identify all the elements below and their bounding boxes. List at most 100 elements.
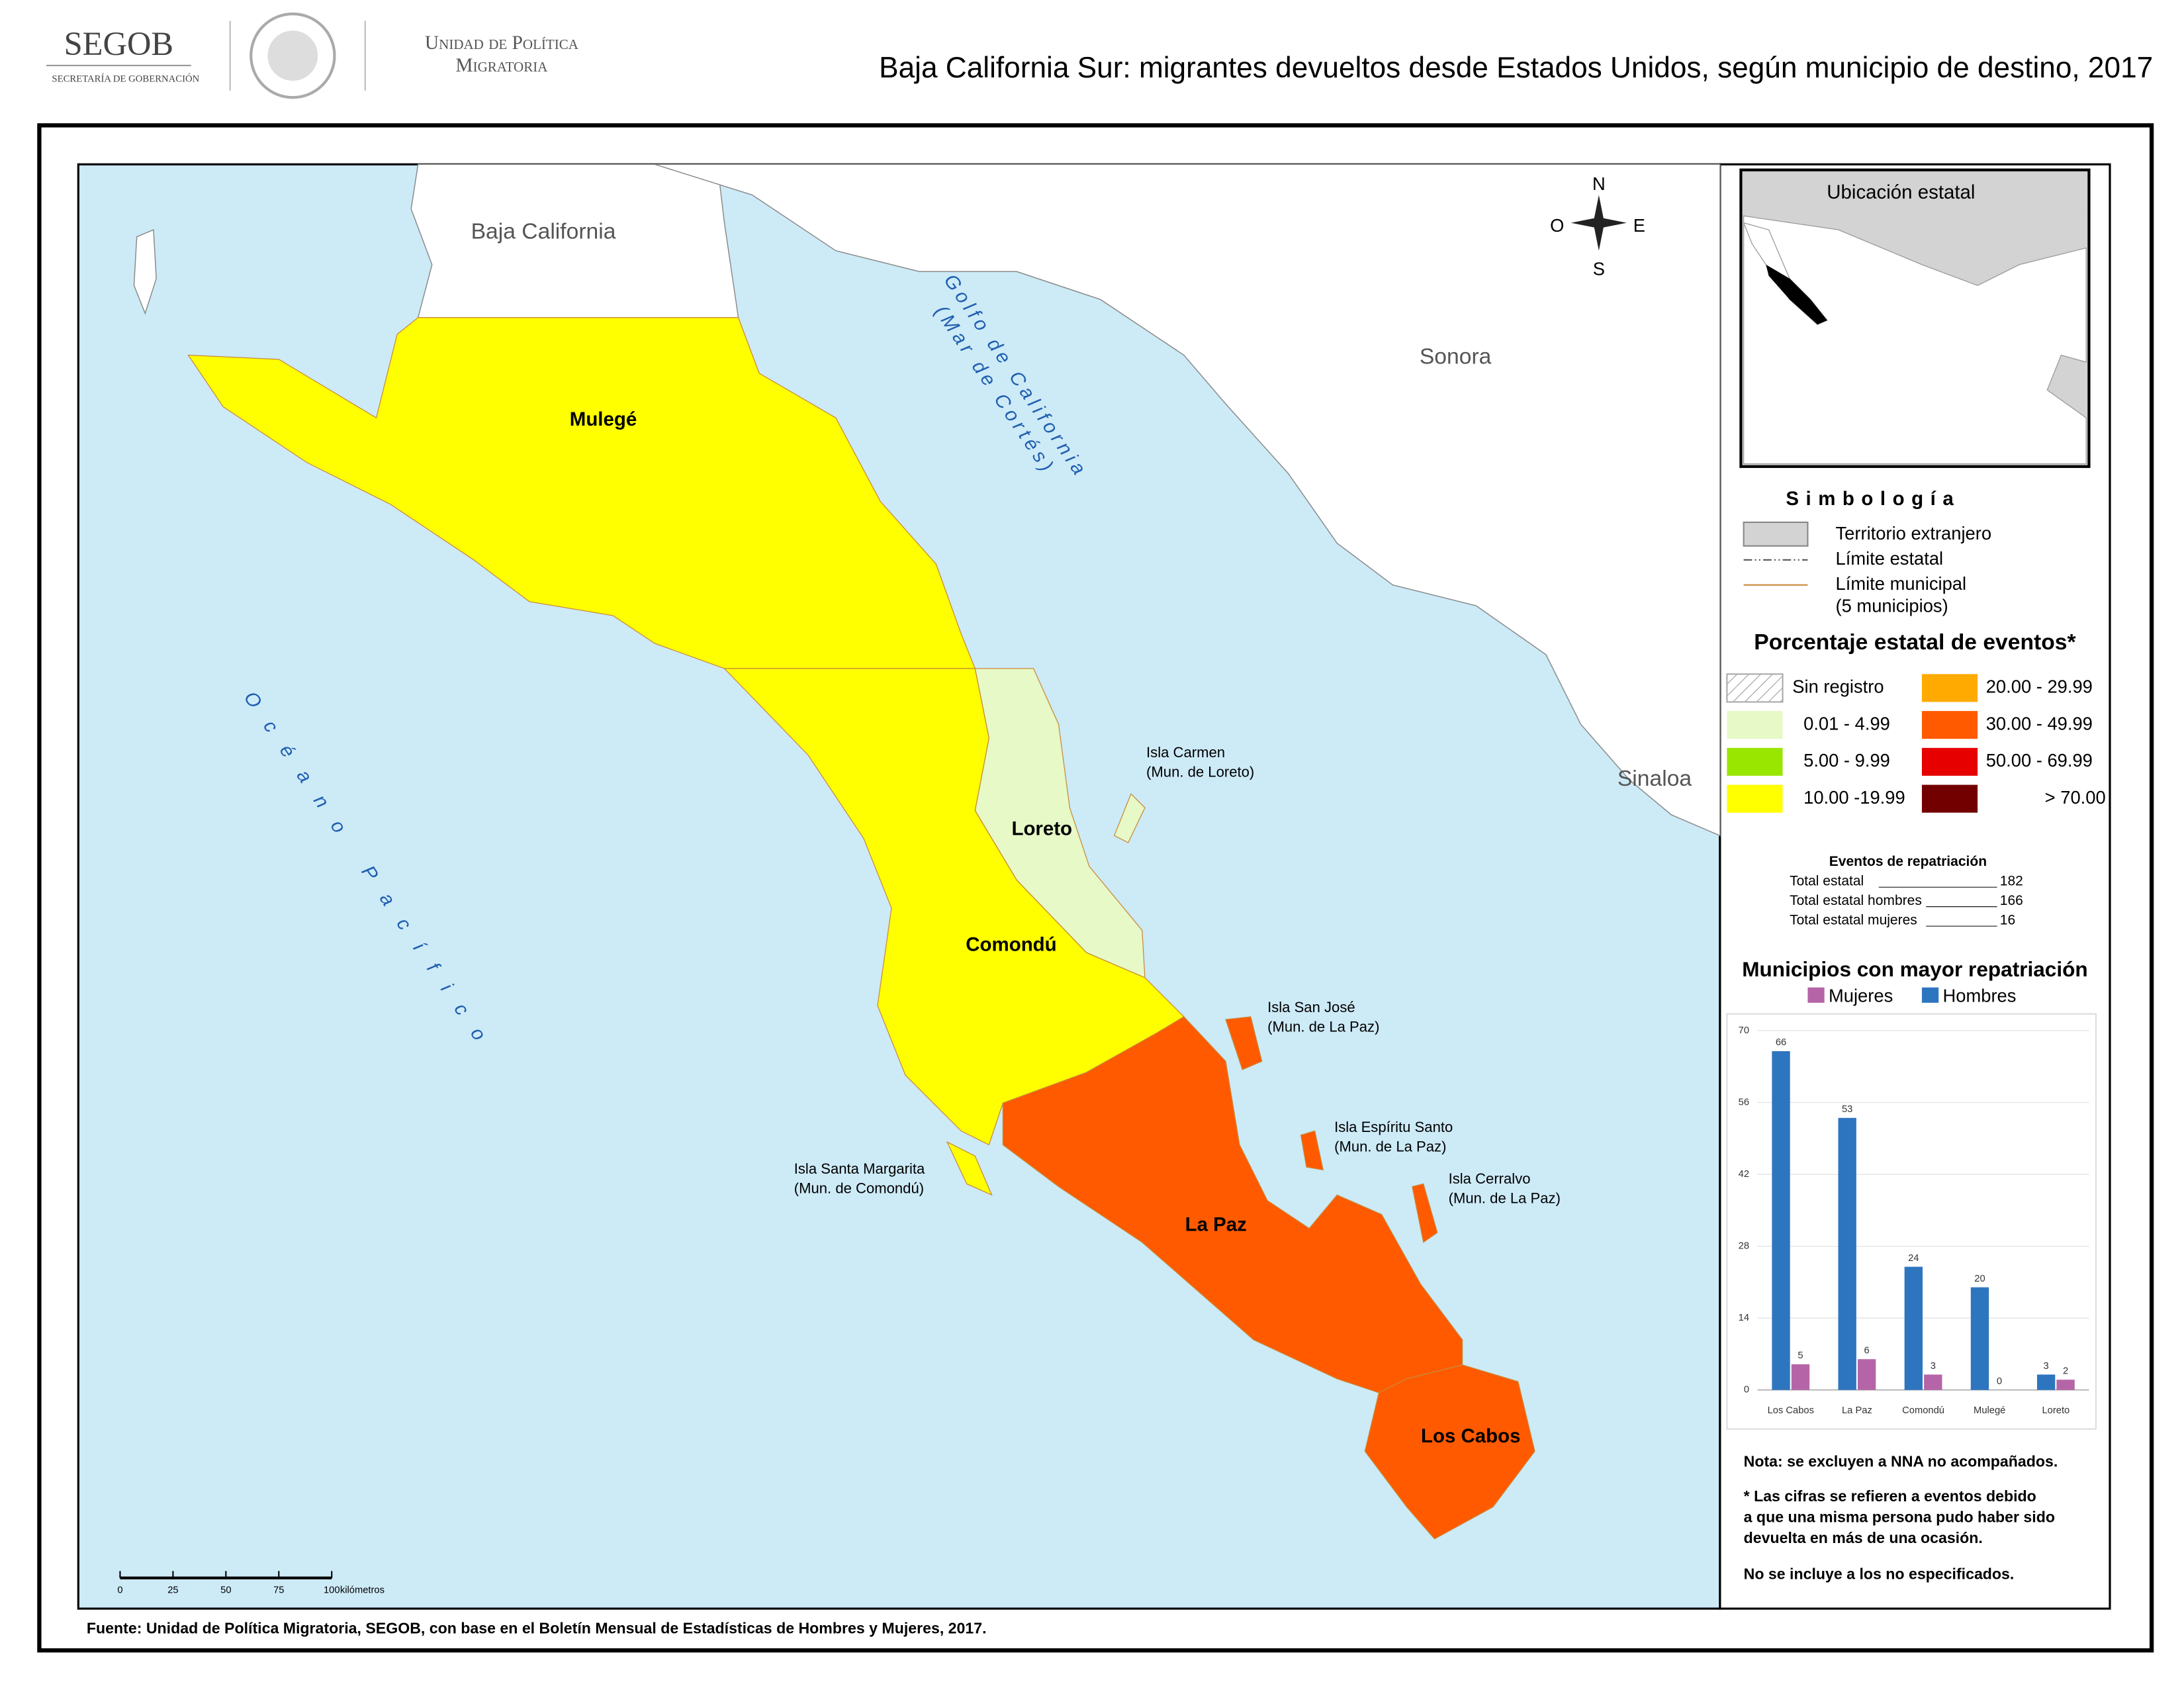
class-label: 30.00 - 49.99 bbox=[1986, 713, 2093, 733]
map bbox=[133, 164, 1721, 1540]
class-label: 0.01 - 4.99 bbox=[1803, 713, 1890, 733]
x-tick-label: La Paz bbox=[1842, 1405, 1872, 1416]
notes: Nota: se excluyen a NNA no acompañados. *… bbox=[1744, 1452, 2058, 1582]
total-label: Total estatal bbox=[1790, 873, 1864, 888]
island bbox=[1225, 1016, 1263, 1070]
class-label: 50.00 - 69.99 bbox=[1986, 750, 2093, 771]
seal-center bbox=[267, 30, 318, 81]
inset-mexico bbox=[1743, 215, 2087, 465]
compass-label: O bbox=[1550, 215, 1564, 236]
class-swatch bbox=[1726, 673, 1784, 703]
legend-swatch bbox=[1921, 987, 1939, 1003]
municipio-label: Comondú bbox=[966, 933, 1056, 955]
class-swatch bbox=[1921, 711, 1978, 739]
unit-name: Unidad de Política bbox=[425, 32, 579, 54]
legend-item: (5 municipios) bbox=[1836, 596, 1948, 616]
classes: Sin registro 0.01 - 4.99 5.00 - 9.99 10.00 … bbox=[1726, 673, 2106, 813]
class-swatch bbox=[1727, 711, 1783, 739]
class-swatch bbox=[1921, 784, 1978, 813]
totals-title: Eventos de repatriación bbox=[1829, 854, 1987, 869]
note: Nota: se excluyen a NNA no acompañados. bbox=[1744, 1452, 2058, 1470]
total-label: Total estatal mujeres bbox=[1790, 912, 1917, 927]
logo-subtitle: SECRETARÍA DE GOBERNACIÓN bbox=[52, 73, 199, 84]
inset-title-bg bbox=[1743, 172, 2087, 215]
data-label: 3 bbox=[1931, 1361, 1936, 1372]
neighbor-label: Sonora bbox=[1420, 345, 1492, 369]
island bbox=[946, 1141, 993, 1196]
class-label: 20.00 - 29.99 bbox=[1986, 677, 2093, 697]
chart-title: Municipios con mayor repatriación bbox=[1742, 957, 2087, 981]
seal bbox=[250, 12, 336, 99]
x-tick-label: Mulegé bbox=[1974, 1405, 2005, 1416]
legend-title: Simbología bbox=[1786, 488, 1960, 510]
y-tick-label: 42 bbox=[1739, 1169, 1749, 1180]
data-label: 2 bbox=[2063, 1366, 2068, 1377]
compass-label: E bbox=[1633, 215, 1645, 236]
title: Baja California Sur: migrantes devueltos… bbox=[879, 52, 2153, 84]
compass-label: N bbox=[1592, 173, 1606, 194]
scale-label: 50 bbox=[220, 1585, 231, 1596]
bar bbox=[1791, 1364, 1810, 1390]
legend-item: Límite municipal bbox=[1836, 573, 1967, 594]
y-tick-label: 14 bbox=[1739, 1313, 1749, 1323]
legend-swatch bbox=[1743, 521, 1809, 547]
scale-label: 75 bbox=[273, 1585, 284, 1596]
island-label: Isla Carmen bbox=[1146, 744, 1225, 761]
bar bbox=[1857, 1359, 1876, 1390]
class-swatch bbox=[1727, 747, 1783, 776]
municipio-label: Mulegé bbox=[570, 408, 637, 430]
scale-bar: kilómetros 0 25 50 75 100 bbox=[117, 1571, 385, 1596]
municipio bbox=[1002, 1016, 1463, 1393]
data-label: 53 bbox=[1842, 1104, 1852, 1115]
total-label: Total estatal hombres bbox=[1790, 893, 1922, 908]
island-note: (Mun. de La Paz) bbox=[1334, 1138, 1446, 1154]
total-value: 16 bbox=[2000, 912, 2015, 927]
unit-name: Migratoria bbox=[455, 55, 548, 76]
class-label: 5.00 - 9.99 bbox=[1803, 750, 1890, 771]
data-label: 5 bbox=[1797, 1350, 1803, 1361]
note: a que una misma persona pudo haber sido bbox=[1744, 1508, 2055, 1525]
data-label: 20 bbox=[1974, 1274, 1985, 1284]
source: Fuente: Unidad de Política Migratoria, S… bbox=[87, 1620, 987, 1637]
note: No se incluye a los no especificados. bbox=[1744, 1566, 2015, 1583]
neighbor-label: Sinaloa bbox=[1617, 767, 1692, 791]
total-value: 166 bbox=[2000, 893, 2023, 908]
municipio-label: La Paz bbox=[1185, 1213, 1247, 1235]
class-swatch bbox=[1921, 674, 1978, 702]
totals: Total estatal 182 Total estatal hombres 166… bbox=[1790, 873, 2023, 927]
island-label: Isla Santa Margarita bbox=[794, 1160, 925, 1177]
scale-unit: kilómetros bbox=[340, 1585, 385, 1596]
x-tick-label: Loreto bbox=[2042, 1405, 2070, 1416]
island-note: (Mun. de La Paz) bbox=[1267, 1019, 1379, 1035]
bar bbox=[1772, 1051, 1790, 1390]
x-tick-label: Los Cabos bbox=[1768, 1405, 1814, 1416]
data-label: 66 bbox=[1776, 1037, 1786, 1048]
bar bbox=[1970, 1287, 1989, 1390]
class-label: Sin registro bbox=[1792, 677, 1884, 697]
island bbox=[1412, 1183, 1438, 1243]
bar bbox=[2056, 1380, 2075, 1390]
bar bbox=[1838, 1117, 1856, 1390]
legend-item: Límite estatal bbox=[1836, 548, 1944, 569]
island-note: (Mun. de Comondú) bbox=[794, 1180, 924, 1197]
legend-label: Mujeres bbox=[1829, 986, 1893, 1006]
class-swatch bbox=[1727, 784, 1783, 813]
y-tick-label: 0 bbox=[1744, 1385, 1749, 1395]
classes-title: Porcentaje estatal de eventos* bbox=[1754, 630, 2076, 655]
data-label: 6 bbox=[1864, 1345, 1870, 1356]
scale-label: 25 bbox=[167, 1585, 178, 1596]
bar bbox=[1904, 1266, 1923, 1390]
scale-label: 0 bbox=[117, 1585, 122, 1596]
class-swatch bbox=[1921, 747, 1978, 776]
compass: N O E S bbox=[1550, 173, 1645, 279]
bar bbox=[2036, 1374, 2056, 1390]
total-value: 182 bbox=[2000, 873, 2023, 888]
x-tick-label: Comondú bbox=[1902, 1405, 1944, 1416]
class-label: 10.00 -19.99 bbox=[1803, 787, 1905, 808]
island-note: (Mun. de Loreto) bbox=[1146, 764, 1254, 780]
island bbox=[1113, 793, 1146, 843]
note: devuelta en más de una ocasión. bbox=[1744, 1529, 1983, 1546]
municipio bbox=[1364, 1364, 1535, 1540]
